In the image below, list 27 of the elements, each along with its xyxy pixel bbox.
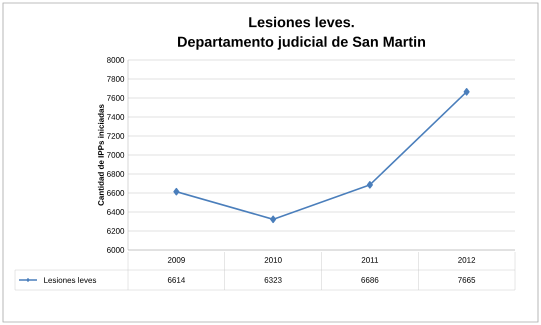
y-tick-label: 7000: [107, 152, 124, 158]
y-tick-label: 7200: [107, 133, 124, 139]
point: [464, 88, 470, 96]
point: [173, 188, 180, 196]
y-axis-title: Cantidad de IPPs iniciadas: [98, 104, 104, 206]
y-tick-label: 7400: [107, 114, 124, 120]
y-tick-label: 8000: [107, 57, 124, 63]
point: [270, 216, 276, 224]
y-tick-label: 7800: [107, 76, 124, 82]
x-tick-label: 2012: [458, 257, 476, 263]
point: [366, 181, 373, 189]
x-tick-label: 2010: [264, 257, 282, 263]
data-label: 7665: [458, 277, 476, 283]
x-tick-label: 2009: [168, 257, 185, 263]
data-label: 6323: [264, 277, 282, 283]
y-tick-label: 6800: [107, 171, 124, 177]
y-tick-label: 6200: [107, 228, 124, 234]
x-tick-label: 2011: [362, 257, 378, 263]
legend-label: Lesiones leves: [44, 277, 96, 283]
y-tick-label: 6400: [107, 209, 124, 215]
y-tick-label: 6000: [107, 247, 124, 253]
data-label: 6614: [168, 277, 186, 283]
data-label: 6686: [361, 277, 378, 283]
chart-title: Lesiones leves.: [249, 16, 354, 28]
y-tick-label: 7600: [107, 95, 124, 101]
y-tick-label: 6600: [107, 190, 124, 196]
chart-subtitle: Departamento judicial de San Martin: [178, 36, 426, 50]
